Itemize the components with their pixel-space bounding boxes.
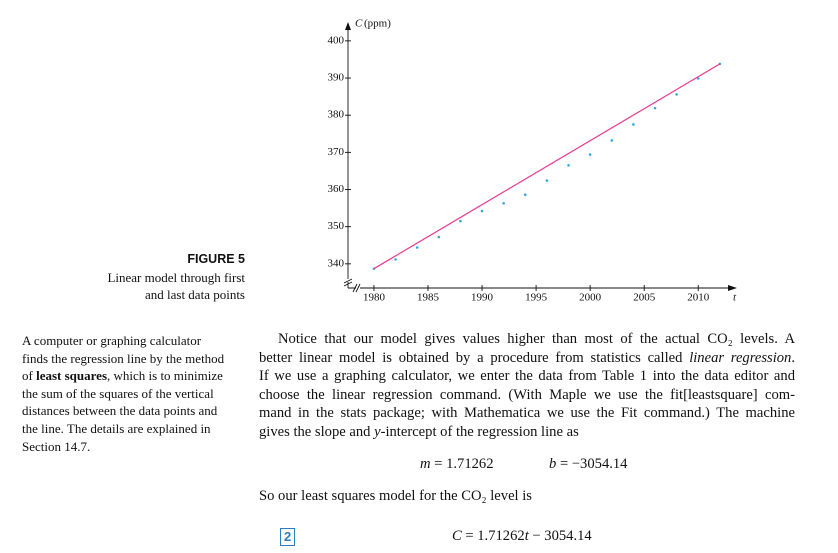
- text-run: − 3054.14: [528, 528, 592, 544]
- body-paragraph: Notice that our model gives values highe…: [259, 330, 795, 442]
- chart: C (ppm) t 340 350 360 370 380 390 400 1980 1985 1…: [328, 18, 737, 304]
- data-point: [610, 139, 614, 142]
- text-run: mand in the stats package; with Mathemat…: [259, 405, 795, 422]
- text-line: Notice that our model gives values highe…: [259, 330, 795, 349]
- y-tick-label: 340: [328, 257, 345, 269]
- y-tick-label: 390: [328, 72, 345, 84]
- x-tick-label: 2005: [633, 292, 656, 304]
- text-run: If we use a graphing calculator, we ente…: [259, 368, 795, 385]
- text-line: distances between the data points and: [22, 402, 224, 420]
- data-point: [459, 219, 462, 223]
- text-run: better linear model is obtained by a pro…: [259, 349, 690, 366]
- text-run: of: [22, 368, 37, 384]
- text-line: choose the linear regression command. (W…: [259, 386, 795, 405]
- text-run: Notice that our model gives values highe…: [278, 331, 795, 347]
- equation-number: 2: [280, 528, 296, 546]
- text-run: finds the regression line by the method: [22, 350, 225, 366]
- y-tick-label: 400: [328, 34, 345, 46]
- text-line: A computer or graphing calculator: [22, 332, 224, 350]
- data-point: [394, 258, 397, 261]
- text-run: -intercept of the regression line as: [380, 423, 579, 440]
- sentence: So our least squares model for the CO₂ l…: [259, 488, 532, 505]
- text-run: = 1.71262: [461, 528, 525, 544]
- text-run: Section 14.7.: [22, 438, 91, 454]
- text-run: the line. The details are explained in: [22, 420, 211, 436]
- data-point: [653, 106, 657, 110]
- data-point: [567, 164, 570, 167]
- text-run: the sum of the squares of the vertical: [22, 385, 214, 401]
- y-axis-label: C: [355, 18, 363, 30]
- y-tick-label: 380: [328, 109, 345, 121]
- y-tick-label: 350: [328, 220, 345, 232]
- text-run: , which is to minimize: [107, 368, 223, 384]
- data-point: [502, 201, 505, 205]
- text-run: .: [791, 349, 796, 366]
- equation-model: C = 1.71262t − 3054.14: [452, 528, 592, 545]
- data-point: [675, 93, 678, 96]
- text-run: linear regression: [689, 349, 792, 366]
- equation-intercept: b = −3054.14: [549, 456, 627, 473]
- text-line: better linear model is obtained by a pro…: [259, 349, 795, 368]
- text-line: the line. The details are explained in: [22, 420, 224, 438]
- x-tick-label: 1985: [417, 292, 440, 304]
- x-tick-label: 2000: [579, 292, 602, 304]
- text-run: = 1.71262: [430, 456, 494, 472]
- x-tick-label: 1995: [525, 292, 548, 304]
- figure-label: FIGURE 5: [187, 252, 245, 266]
- figure-caption: Linear model through first and last data …: [107, 269, 245, 303]
- data-point: [437, 235, 441, 239]
- text-run: A computer or graphing calculator: [22, 333, 202, 348]
- x-tick-label: 1980: [363, 292, 386, 304]
- y-axis-unit: (ppm): [364, 18, 391, 30]
- data-point: [545, 179, 549, 182]
- data-point: [632, 123, 635, 126]
- text-line: mand in the stats package; with Mathemat…: [259, 404, 795, 423]
- text-run: least squares: [36, 368, 107, 384]
- text-line: If we use a graphing calculator, we ente…: [259, 367, 795, 386]
- y-tick-label: 360: [328, 183, 345, 195]
- caption-line: and last data points: [144, 287, 245, 302]
- y-arrow: [345, 22, 351, 30]
- text-line: Section 14.7.: [22, 438, 224, 456]
- text-run: = −3054.14: [556, 456, 628, 472]
- text-run: So our least squares model for the CO₂ l…: [259, 488, 532, 504]
- sidebar-note: A computer or graphing calculator finds t…: [22, 332, 224, 455]
- text-line: finds the regression line by the method: [22, 350, 224, 368]
- x-arrow: [728, 285, 737, 291]
- x-axis: [348, 283, 728, 293]
- data-point: [588, 153, 592, 156]
- data-point: [480, 209, 484, 213]
- x-tick-label: 2010: [687, 292, 710, 304]
- text-line: of least squares, which is to minimize: [22, 367, 224, 385]
- equation-slope: m = 1.71262: [420, 456, 494, 473]
- text-run: distances between the data points and: [22, 403, 218, 419]
- y-tick-label: 370: [328, 146, 345, 158]
- model-line: [373, 63, 721, 270]
- text-run: t: [524, 528, 529, 544]
- text-line: the sum of the squares of the vertical: [22, 385, 224, 403]
- caption-line: Linear model through first: [107, 270, 245, 285]
- axis-break: [343, 278, 353, 288]
- text-run: C: [452, 528, 462, 544]
- text-run: b: [549, 456, 557, 472]
- data-point: [415, 246, 419, 249]
- x-tick-label: 1990: [471, 292, 494, 304]
- text-run: m: [420, 456, 431, 472]
- text-line: gives the slope and y-intercept of the r…: [259, 423, 795, 442]
- text-run: gives the slope and: [259, 423, 375, 440]
- text-run: y: [374, 423, 381, 440]
- text-run: choose the linear regression command. (W…: [259, 386, 795, 403]
- x-axis-label: t: [733, 292, 737, 304]
- data-point: [523, 193, 527, 197]
